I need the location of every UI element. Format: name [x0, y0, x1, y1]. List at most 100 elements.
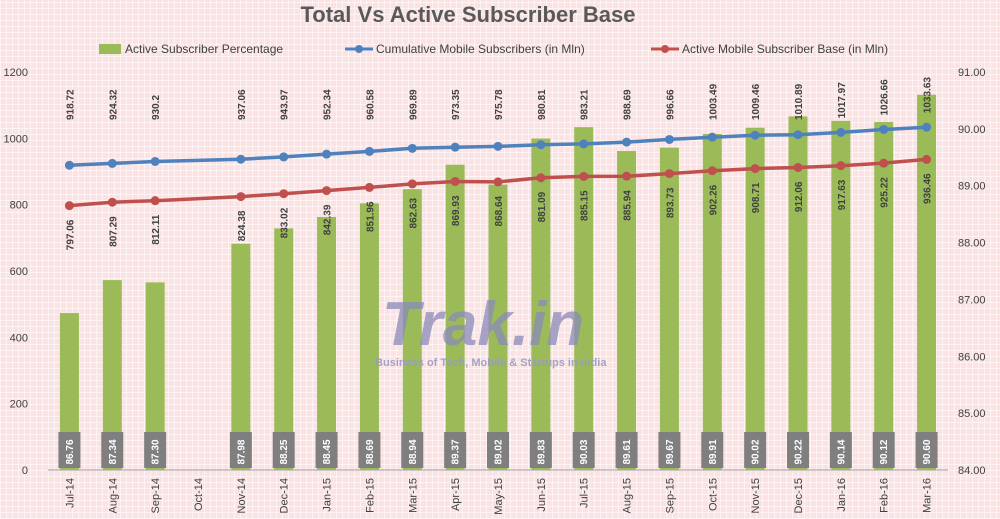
bar [574, 127, 594, 470]
bar [317, 216, 337, 470]
active-subscribers-point [879, 158, 889, 168]
y-left-tick-label: 1200 [4, 67, 28, 79]
percentage-label-box [401, 432, 424, 468]
percentage-data-label: 90.22 [794, 439, 805, 464]
x-tick-label: Sep-15 [664, 478, 676, 513]
x-tick-label: Mar-15 [407, 478, 419, 513]
active-base-data-label: 807.29 [108, 216, 119, 247]
percentage-label-box [144, 432, 167, 468]
percentage-label-box [529, 432, 552, 468]
x-tick-label: Jan-15 [322, 478, 334, 512]
active-base-data-label: 881.09 [537, 191, 548, 222]
cumulative-data-label: 937.06 [237, 89, 248, 120]
y-left-tick-label: 600 [10, 266, 28, 278]
percentage-label-box [487, 432, 509, 468]
bar [231, 243, 251, 470]
cumulative-subscribers-point [879, 124, 889, 134]
percentage-data-label: 89.67 [665, 439, 676, 464]
percentage-label-box [915, 432, 938, 468]
active-subscribers-point [493, 177, 503, 187]
active-base-data-label: 885.15 [580, 190, 591, 221]
percentage-data-label: 87.34 [108, 439, 119, 464]
percentage-data-label: 90.14 [836, 439, 847, 464]
active-subscribers-point [236, 192, 246, 202]
percentage-data-label: 90.12 [879, 439, 890, 464]
percentage-data-label: 87.98 [236, 439, 247, 464]
bar [659, 147, 679, 470]
legend-swatch-active-marker [661, 45, 669, 53]
bar [831, 120, 851, 470]
cumulative-subscribers-point [793, 130, 803, 140]
active-base-data-label: 885.94 [623, 190, 634, 221]
active-subscribers-point [322, 186, 332, 196]
x-tick-label: Oct-14 [193, 478, 205, 511]
cumulative-data-label: 960.58 [365, 89, 376, 120]
cumulative-subscribers-point [664, 134, 674, 144]
x-tick-label: Feb-15 [364, 478, 376, 513]
y-right-tick-label: 86.00 [958, 351, 986, 363]
cumulative-data-label: 975.78 [494, 89, 505, 120]
x-tick-label: May-15 [493, 478, 505, 515]
active-subscribers-point [279, 189, 289, 199]
percentage-label-box [787, 432, 809, 468]
active-base-data-label: 842.39 [323, 204, 334, 235]
percentage-label-box [615, 432, 638, 468]
active-base-data-label: 862.63 [408, 197, 419, 228]
cumulative-subscribers-point [279, 152, 289, 162]
percentage-label-box [701, 432, 724, 468]
watermark-tagline: Business of Tech, Mobile & Startups in I… [375, 357, 607, 369]
bar [274, 228, 294, 470]
x-tick-label: Apr-15 [450, 478, 462, 511]
percentage-data-label: 90.02 [751, 439, 762, 464]
x-tick-label: Jul-15 [579, 478, 591, 508]
active-base-data-label: 893.73 [665, 187, 676, 218]
y-left-tick-label: 1000 [4, 133, 28, 145]
percentage-data-label: 90.03 [579, 439, 590, 464]
percentage-data-label: 86.76 [65, 439, 76, 464]
cumulative-data-label: 952.34 [323, 89, 334, 120]
percentage-data-label: 89.02 [494, 439, 505, 464]
x-tick-label: Jun-15 [536, 478, 548, 512]
cumulative-data-label: 918.72 [65, 89, 76, 120]
y-right-tick-label: 84.00 [958, 465, 986, 477]
bar [359, 203, 379, 470]
cumulative-data-label: 1010.89 [794, 83, 805, 120]
cumulative-data-label: 988.69 [623, 89, 634, 120]
active-subscribers-point [450, 176, 460, 186]
bar [917, 94, 937, 470]
cumulative-subscribers-point [407, 143, 417, 153]
x-tick-label: Nov-15 [750, 478, 762, 513]
bar [702, 133, 722, 470]
percentage-data-label: 88.25 [279, 439, 290, 464]
percentage-data-label: 89.37 [451, 439, 462, 464]
percentage-data-label: 89.61 [622, 439, 633, 464]
cumulative-subscribers-point [450, 142, 460, 152]
active-subscribers-point [364, 182, 374, 192]
x-tick-label: Dec-14 [279, 478, 291, 513]
active-subscribers-point [579, 171, 589, 181]
active-subscribers-point [922, 154, 932, 164]
active-base-data-label: 917.63 [837, 179, 848, 210]
percentage-label-box [315, 432, 338, 468]
cumulative-data-label: 1026.66 [880, 79, 891, 116]
percentage-label-box [872, 432, 895, 468]
legend-label-active-base: Active Mobile Subscriber Base (in Mln) [682, 42, 888, 56]
active-subscribers-line [69, 157, 927, 208]
y-left-tick-label: 0 [22, 465, 28, 477]
active-subscribers-point [793, 163, 803, 173]
active-subscribers-point [107, 197, 117, 207]
bar [874, 122, 894, 470]
x-tick-label: Jan-16 [836, 478, 848, 512]
percentage-label-box [744, 432, 767, 468]
bar [445, 164, 465, 471]
percentage-data-label: 88.94 [408, 439, 419, 464]
y-left-tick-label: 800 [10, 200, 28, 212]
percentage-data-label: 88.69 [365, 439, 376, 464]
x-tick-label: Sep-14 [150, 478, 162, 513]
bar [402, 189, 422, 470]
cumulative-subscribers-point [536, 140, 546, 150]
x-tick-label: Jul-14 [64, 478, 76, 508]
percentage-data-label: 89.83 [536, 439, 547, 464]
cumulative-data-label: 980.81 [537, 89, 548, 120]
